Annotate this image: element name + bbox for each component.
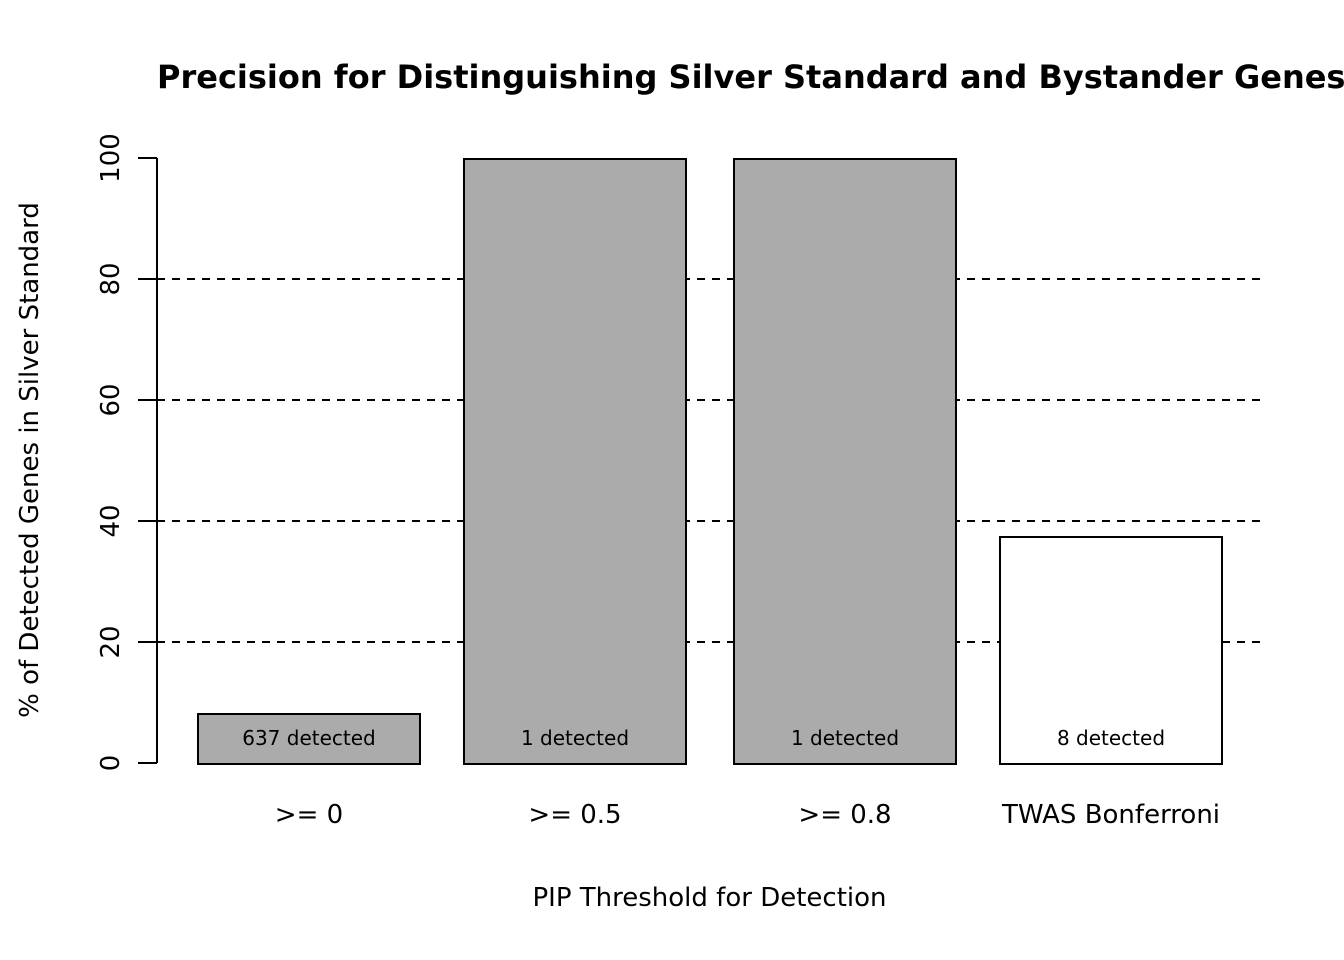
x-tick-label: >= 0.5 [528,800,622,830]
y-tick-label: 60 [96,383,126,417]
y-tick-label: 20 [96,625,126,659]
y-tick-label: 100 [96,133,126,183]
bar-count-label: 1 detected [790,726,900,750]
bar-4: 8 detected [999,536,1223,765]
bar-count-label: 8 detected [1056,726,1166,750]
bar-3: 1 detected [733,158,957,765]
x-tick-label: TWAS Bonferroni [1001,800,1221,830]
x-tick-label: >= 0.8 [798,800,892,830]
x-axis-title: PIP Threshold for Detection [532,883,887,913]
chart-title: Precision for Distinguishing Silver Stan… [157,58,1344,96]
bar-1: 637 detected [197,712,421,765]
bar-count-label: 1 detected [520,726,630,750]
y-tick-label: 0 [96,754,126,772]
y-tick-label: 80 [96,262,126,296]
x-tick-label: >= 0 [274,800,344,830]
bar-2: 1 detected [463,158,687,765]
y-tick-label: 40 [96,504,126,538]
bar-count-label: 637 detected [242,725,376,750]
